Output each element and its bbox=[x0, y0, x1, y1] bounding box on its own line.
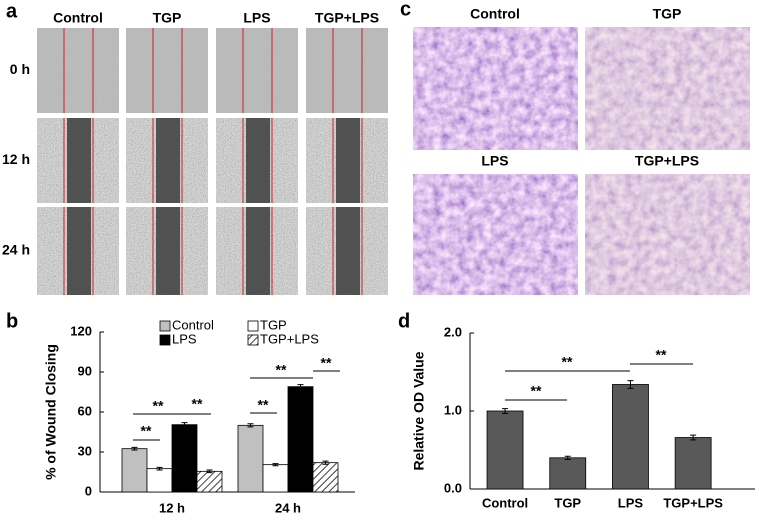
column-label: LPS bbox=[243, 10, 270, 26]
error-bar bbox=[272, 463, 279, 467]
significance-label: ** bbox=[153, 398, 164, 414]
error-bar bbox=[156, 466, 163, 471]
image-label: TGP bbox=[653, 6, 682, 22]
y-tick-label: 0 bbox=[85, 483, 92, 498]
bar bbox=[237, 424, 264, 493]
legend-label: Control bbox=[172, 317, 214, 332]
y-tick-label: 0.0 bbox=[444, 480, 462, 495]
bar bbox=[549, 457, 587, 490]
row-label: 24 h bbox=[2, 242, 30, 258]
transwell-image bbox=[413, 174, 578, 295]
transwell-image bbox=[585, 27, 750, 150]
image-label: TGP+LPS bbox=[635, 153, 699, 169]
bar bbox=[612, 384, 649, 490]
significance-label: ** bbox=[562, 354, 573, 370]
legend-label: TGP+LPS bbox=[260, 331, 319, 346]
significance-label: ** bbox=[656, 347, 667, 363]
x-tick-label: TGP+LPS bbox=[663, 495, 723, 510]
legend-label: LPS bbox=[172, 331, 197, 346]
bar bbox=[287, 386, 314, 493]
x-tick-label: TGP bbox=[554, 495, 581, 510]
error-bar bbox=[502, 408, 509, 414]
error-bar bbox=[690, 434, 697, 441]
bar bbox=[121, 448, 148, 493]
wound-gap bbox=[336, 118, 360, 203]
image-label: LPS bbox=[481, 153, 508, 169]
wound-image bbox=[126, 28, 208, 113]
x-tick-label: 24 h bbox=[275, 500, 301, 515]
wound-gap bbox=[246, 207, 270, 295]
wound-gap bbox=[67, 118, 91, 203]
significance-label: ** bbox=[192, 396, 203, 412]
bar bbox=[146, 468, 173, 493]
legend-swatch bbox=[159, 334, 171, 346]
wound-gap bbox=[156, 207, 180, 295]
row-label: 12 h bbox=[2, 151, 30, 167]
panel-label: d bbox=[398, 310, 410, 332]
error-bar bbox=[247, 423, 254, 428]
significance-label: ** bbox=[276, 362, 287, 378]
image-label: Control bbox=[470, 6, 520, 22]
wound-image bbox=[37, 28, 119, 113]
column-label: Control bbox=[53, 10, 103, 26]
x-tick-label: LPS bbox=[618, 495, 644, 510]
y-axis-label: % of Wound Closing bbox=[43, 344, 59, 480]
y-tick-label: 1.0 bbox=[444, 402, 462, 417]
row-label: 0 h bbox=[10, 61, 30, 77]
error-bar bbox=[322, 460, 329, 465]
significance-label: ** bbox=[531, 383, 542, 399]
bar bbox=[171, 424, 198, 493]
error-bar bbox=[297, 384, 304, 390]
wound-gap bbox=[67, 207, 91, 295]
wound-gap bbox=[156, 118, 180, 203]
bar bbox=[312, 462, 339, 493]
legend-swatch bbox=[247, 334, 259, 346]
wound-image bbox=[216, 28, 298, 113]
panel-label: b bbox=[6, 310, 18, 332]
significance-label: ** bbox=[321, 355, 332, 371]
y-tick-label: 120 bbox=[70, 323, 92, 338]
column-label: TGP bbox=[153, 10, 182, 26]
transwell-image bbox=[413, 27, 578, 150]
x-tick-label: 12 h bbox=[159, 500, 185, 515]
bar bbox=[196, 470, 223, 493]
panel-label: a bbox=[6, 0, 18, 22]
wound-gap bbox=[336, 207, 360, 295]
error-bar bbox=[131, 446, 138, 451]
column-label: TGP+LPS bbox=[315, 10, 379, 26]
bar bbox=[486, 410, 524, 490]
legend-swatch bbox=[159, 320, 171, 332]
panel-label: c bbox=[400, 0, 411, 20]
y-tick-label: 30 bbox=[78, 443, 92, 458]
wound-image bbox=[306, 28, 388, 113]
error-bar bbox=[206, 469, 213, 474]
y-tick-label: 2.0 bbox=[444, 324, 462, 339]
transwell-image bbox=[585, 174, 750, 295]
y-tick-label: 90 bbox=[78, 363, 92, 378]
bar bbox=[674, 437, 712, 490]
error-bar bbox=[181, 422, 188, 428]
wound-gap bbox=[246, 118, 270, 203]
legend-label: TGP bbox=[260, 317, 287, 332]
legend-swatch bbox=[247, 320, 259, 332]
significance-label: ** bbox=[141, 423, 152, 439]
error-bar bbox=[564, 455, 571, 460]
error-bar bbox=[627, 380, 634, 389]
significance-label: ** bbox=[258, 397, 269, 413]
bar bbox=[262, 464, 289, 493]
y-axis-label: Relative OD Value bbox=[411, 351, 427, 470]
y-tick-label: 60 bbox=[78, 403, 92, 418]
x-tick-label: Control bbox=[482, 495, 528, 510]
